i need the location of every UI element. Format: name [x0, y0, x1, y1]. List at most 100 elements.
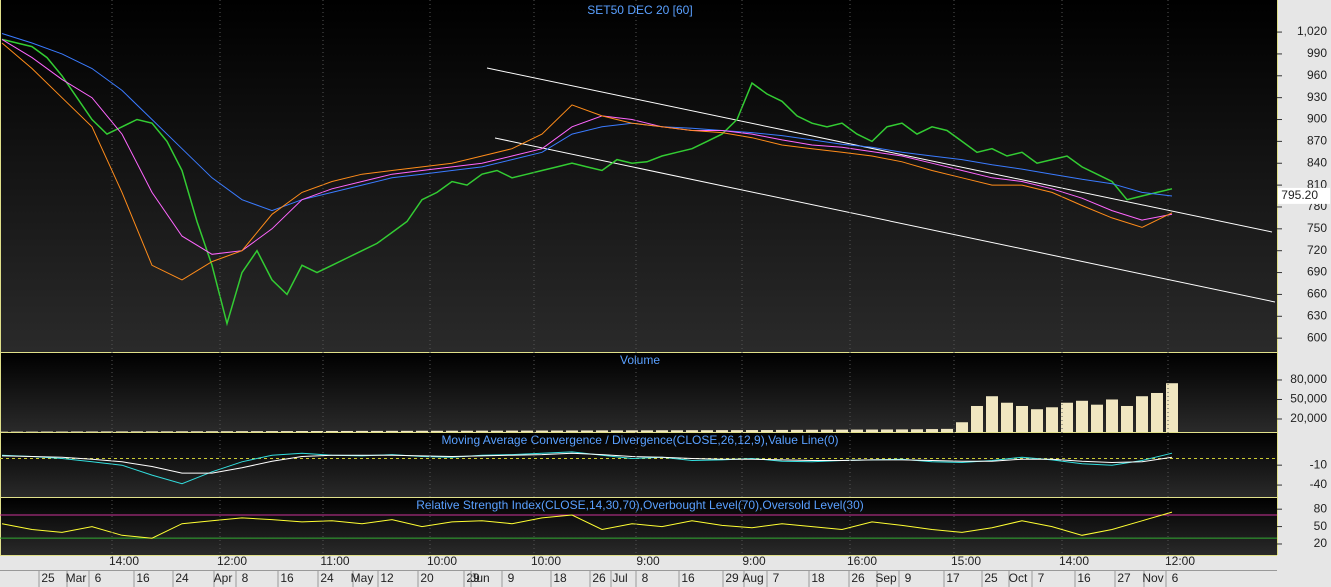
volume-bar	[1046, 407, 1058, 432]
volume-bar	[176, 431, 188, 432]
y-tick-label: 80,000	[1290, 372, 1327, 386]
trend-line	[494, 137, 1276, 303]
date-label: 8	[242, 571, 249, 585]
volume-bar	[476, 430, 488, 432]
hour-label: 12:00	[217, 554, 247, 568]
date-label: 20	[420, 571, 434, 585]
volume-bar	[1151, 392, 1163, 432]
volume-bar	[221, 431, 233, 432]
volume-bar	[1166, 383, 1178, 432]
series-line	[1, 33, 1173, 212]
date-label: 16	[136, 571, 150, 585]
date-label: Nov	[1142, 571, 1163, 585]
volume-bar	[851, 429, 863, 432]
volume-bar	[941, 428, 953, 432]
volume-bar	[806, 429, 818, 432]
volume-bar	[776, 429, 788, 432]
volume-bar	[911, 429, 923, 432]
date-label: 26	[592, 571, 606, 585]
price-panel	[0, 0, 1277, 352]
volume-bar	[101, 431, 113, 432]
volume-bar	[701, 430, 713, 432]
volume-bar	[986, 396, 998, 432]
volume-bar	[506, 430, 518, 432]
y-tick-label: 690	[1307, 265, 1327, 279]
volume-bar	[866, 429, 878, 432]
volume-bar	[356, 430, 368, 432]
volume-bar	[206, 431, 218, 432]
volume-bar	[296, 431, 308, 432]
y-tick-label: 990	[1307, 46, 1327, 60]
y-tick-label: 810	[1307, 177, 1327, 191]
volume-bar	[596, 430, 608, 432]
y-tick-label: 600	[1307, 330, 1327, 344]
volume-bar	[881, 429, 893, 432]
hour-label: 10:00	[531, 554, 561, 568]
y-tick-label: -10	[1310, 457, 1328, 471]
hour-label: 9:00	[636, 554, 660, 568]
last-price-label: 795.20	[1281, 188, 1318, 202]
volume-bar	[521, 430, 533, 432]
date-label: May	[351, 571, 374, 585]
volume-bar	[1061, 402, 1073, 432]
last-price-box	[1278, 187, 1330, 204]
date-label: 25	[41, 571, 55, 585]
y-tick-label: 80	[1314, 501, 1328, 515]
y-tick-label: 1,020	[1297, 24, 1327, 38]
y-tick-label: 50	[1314, 519, 1328, 533]
series-line	[1, 511, 1173, 539]
hour-label: 9:00	[742, 554, 766, 568]
volume-bar	[416, 430, 428, 432]
y-tick-label: 750	[1307, 221, 1327, 235]
date-label: 6	[1172, 571, 1179, 585]
volume-bar	[581, 430, 593, 432]
date-label: 16	[1077, 571, 1091, 585]
volume-bar	[746, 430, 758, 432]
volume-bar	[71, 431, 83, 432]
volume-bar	[146, 431, 158, 432]
date-label: 24	[320, 571, 334, 585]
volume-bar	[791, 429, 803, 432]
y-tick-label: 630	[1307, 308, 1327, 322]
date-label: 16	[681, 571, 695, 585]
date-label: Jul	[612, 571, 627, 585]
date-label: 12	[380, 571, 394, 585]
volume-bar	[626, 430, 638, 432]
volume-bar	[86, 431, 98, 432]
volume-bar	[656, 430, 668, 432]
volume-bar	[896, 429, 908, 432]
volume-bar	[536, 430, 548, 432]
hour-label: 15:00	[951, 554, 981, 568]
volume-bar	[326, 430, 338, 432]
y-tick-label: -40	[1310, 477, 1328, 491]
volume-bar	[671, 430, 683, 432]
date-label: Sep	[875, 571, 897, 585]
volume-bar	[251, 431, 263, 432]
volume-bar	[1106, 399, 1118, 432]
date-label: 24	[175, 571, 189, 585]
volume-bar	[1016, 405, 1028, 432]
volume-bar	[236, 431, 248, 432]
volume-bar	[116, 431, 128, 432]
date-label: 29	[725, 571, 739, 585]
y-tick-label: 870	[1307, 134, 1327, 148]
volume-bar	[311, 431, 323, 432]
hour-label: 14:00	[109, 554, 139, 568]
value-axis	[1277, 0, 1331, 587]
volume-bar	[971, 405, 983, 432]
date-label: Oct	[1009, 571, 1028, 585]
panel-title: Volume	[620, 353, 660, 367]
volume-bar	[641, 430, 653, 432]
date-label: 18	[553, 571, 567, 585]
volume-bar	[446, 430, 458, 432]
volume-bar	[401, 430, 413, 432]
volume-bar	[716, 430, 728, 432]
volume-bar	[731, 430, 743, 432]
volume-bar	[821, 429, 833, 432]
hour-label: 11:00	[320, 554, 349, 568]
panel-title: Relative Strength Index(CLOSE,14,30,70),…	[416, 498, 864, 512]
series-line	[1, 452, 1173, 474]
series-line	[1, 38, 1173, 255]
date-label: 9	[508, 571, 515, 585]
